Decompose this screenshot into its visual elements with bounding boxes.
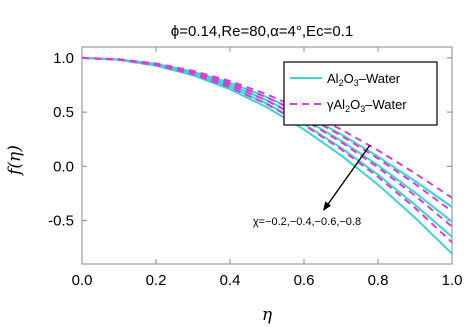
y-tick-label: -0.5 (48, 213, 74, 230)
y-tick-label: 1.0 (53, 50, 74, 67)
legend-label-gamma-al2o3-water: γAl2O3–Water (327, 97, 407, 114)
series-line-gamma-al2o3-water-4 (81, 56, 453, 244)
x-tick-label: 0.8 (368, 272, 389, 289)
y-axis-label: f(η) (5, 145, 25, 177)
x-tick-label: 1.0 (442, 272, 463, 289)
y-tick-label: 0.0 (53, 158, 74, 175)
legend: Al2O3–Water γAl2O3–Water (283, 61, 438, 126)
x-axis-label: η (262, 305, 273, 325)
plot-frame (81, 46, 453, 265)
x-tick-label: 0.6 (294, 272, 315, 289)
x-tick-label: 0.2 (146, 272, 167, 289)
y-tick-label: 0.5 (53, 104, 74, 121)
annotation-arrowhead (323, 201, 331, 211)
series-layer (81, 56, 453, 255)
x-tick-label: 0.4 (220, 272, 241, 289)
axis-ticks: 0.0 0.2 0.4 0.6 0.8 1.0 1.0 0.5 0.0 -0.5 (48, 47, 462, 289)
annotation-arrow (325, 144, 371, 208)
chart-title: ϕ=0.14,Re=80,α=4°,Ec=0.1 (171, 23, 353, 40)
legend-box (283, 61, 438, 126)
legend-label-al2o3-water: Al2O3–Water (327, 71, 401, 88)
x-tick-label: 0.0 (72, 272, 93, 289)
annotation-text: χ=−0.2,−0.4,−0.6,−0.8 (253, 216, 361, 228)
